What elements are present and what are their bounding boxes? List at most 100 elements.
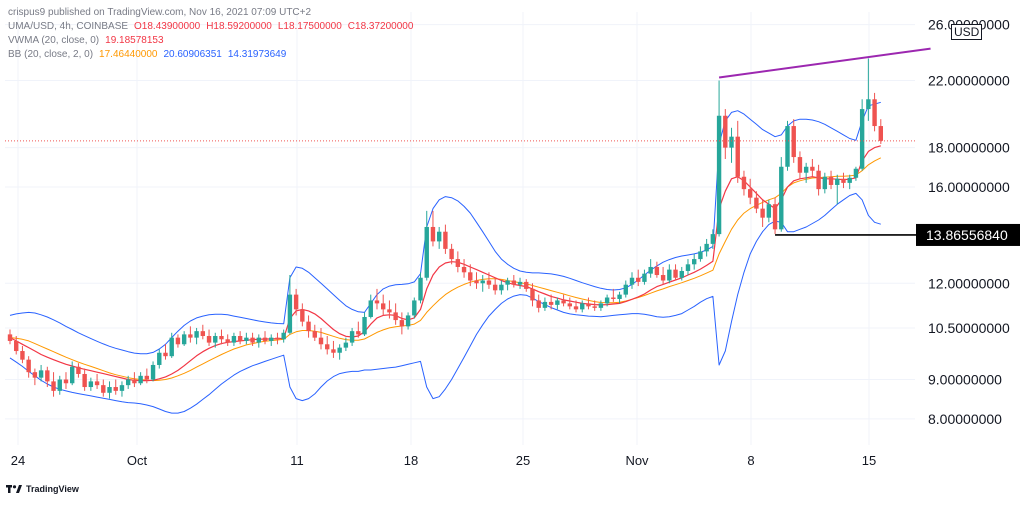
candle <box>14 336 19 355</box>
candle <box>511 275 517 288</box>
candle <box>673 264 678 281</box>
candle-body <box>803 166 809 173</box>
candle <box>293 288 299 316</box>
candle-body <box>57 379 62 391</box>
candle <box>356 321 361 338</box>
candle <box>766 199 772 223</box>
candle <box>287 275 293 335</box>
candle-body <box>125 379 131 386</box>
candle-body <box>573 306 579 310</box>
currency-badge[interactable]: USD <box>951 24 983 40</box>
candle-body <box>237 336 243 341</box>
candle <box>399 312 405 335</box>
candle-body <box>828 176 834 185</box>
candle <box>747 178 753 205</box>
bb-label[interactable]: BB (20, close, 2, 0) <box>8 49 94 60</box>
candle-body <box>505 280 510 285</box>
candle-body <box>530 288 535 301</box>
candle-body <box>679 270 684 278</box>
candle <box>772 197 778 235</box>
candle <box>797 151 803 179</box>
candle-body <box>144 375 150 380</box>
candle <box>486 272 492 289</box>
candle <box>163 344 168 360</box>
candle <box>169 332 174 358</box>
candle-body <box>785 126 790 167</box>
candle <box>213 332 218 348</box>
candle-body <box>536 300 541 308</box>
candle <box>841 172 846 189</box>
candle <box>76 363 81 378</box>
candle-body <box>555 300 560 305</box>
candle-body <box>405 315 411 327</box>
candle <box>256 334 261 348</box>
candle <box>785 120 790 171</box>
candle <box>822 172 828 194</box>
candle-body <box>492 284 498 291</box>
candle <box>872 92 877 132</box>
candle-body <box>443 231 448 249</box>
candle-body <box>580 303 585 310</box>
candle <box>760 199 765 227</box>
candle-body <box>741 176 747 190</box>
candle-body <box>629 277 635 285</box>
candle-body <box>157 352 162 365</box>
candle <box>51 372 56 397</box>
candle <box>101 379 106 397</box>
vwma-label[interactable]: VWMA (20, close, 0) <box>8 35 100 46</box>
candle <box>692 253 697 270</box>
candle <box>735 120 740 183</box>
candle <box>312 324 317 341</box>
y-tick-label: 16.00000000 <box>928 179 1010 195</box>
candle-body <box>356 331 361 335</box>
candle <box>536 294 541 313</box>
candle-body <box>262 337 268 341</box>
candle <box>629 272 635 289</box>
candle-body <box>648 266 653 274</box>
candle <box>32 368 38 386</box>
candle <box>88 377 94 391</box>
candle-body <box>486 280 492 285</box>
vwma-line <box>9 145 881 382</box>
candle <box>580 300 585 313</box>
candle-body <box>231 336 237 343</box>
candle-body <box>287 294 293 333</box>
ohlc-low: L18.17500000 <box>277 21 342 32</box>
symbol-label[interactable]: UMA/USD, 4h, COINBASE <box>8 21 129 32</box>
candle <box>866 58 871 121</box>
candle-body <box>76 366 81 374</box>
candle <box>461 259 467 278</box>
bb-lower-band <box>9 192 881 414</box>
candle <box>275 332 280 345</box>
candle-body <box>548 301 554 305</box>
candle <box>418 272 423 304</box>
candle-body <box>107 387 112 393</box>
candle <box>723 109 728 159</box>
candle <box>561 294 566 307</box>
candle <box>231 332 237 346</box>
candle-body <box>598 303 604 308</box>
candle-body <box>436 231 442 242</box>
candle-body <box>150 364 156 380</box>
candle-body <box>219 336 224 340</box>
candle <box>810 158 815 177</box>
candle-body <box>766 204 772 218</box>
candle <box>853 166 859 181</box>
candle-body <box>511 280 517 285</box>
candle <box>542 297 548 311</box>
bb-basis-line <box>9 157 882 382</box>
candle-body <box>760 208 765 218</box>
candle <box>592 300 597 311</box>
candle-body <box>331 349 336 353</box>
candle-body <box>244 337 249 341</box>
candle <box>107 381 112 399</box>
bb-lower-value: 14.31973649 <box>227 49 287 60</box>
candle <box>337 344 342 360</box>
candle <box>623 280 628 298</box>
candle-body <box>461 266 467 273</box>
candle <box>859 99 865 171</box>
candle <box>517 277 523 289</box>
candle <box>835 174 840 205</box>
